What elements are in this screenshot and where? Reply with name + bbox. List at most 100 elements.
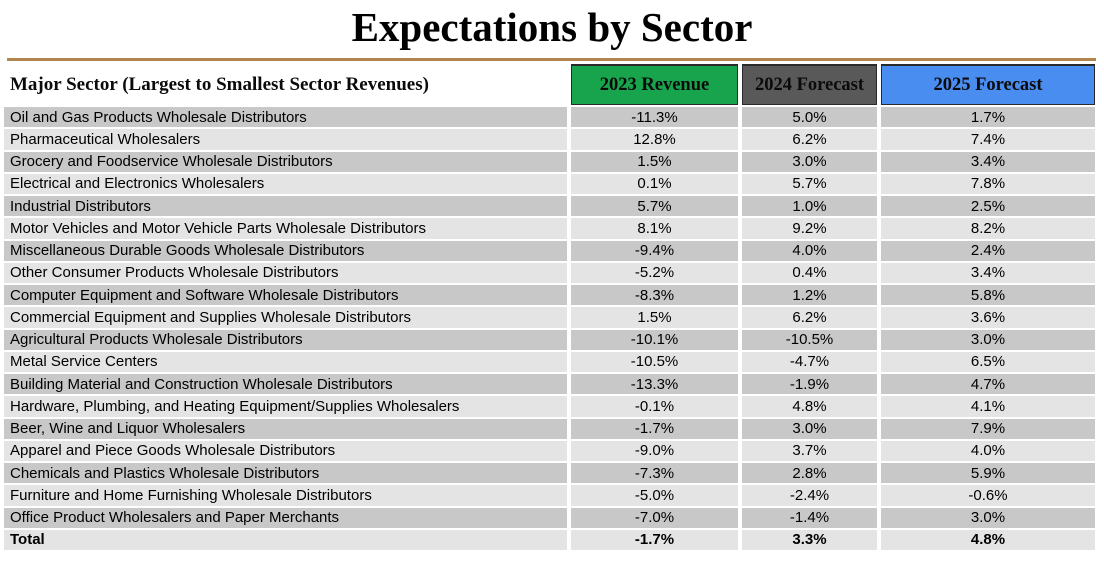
- value-cell: 5.7%: [571, 196, 738, 217]
- value-cell: -0.1%: [571, 396, 738, 417]
- value-cell: 1.7%: [881, 107, 1095, 128]
- table-row: Furniture and Home Furnishing Wholesale …: [0, 485, 1104, 507]
- table-row: Electrical and Electronics Wholesalers 0.…: [0, 173, 1104, 196]
- table-row: Chemicals and Plastics Wholesale Distrib…: [0, 463, 1104, 485]
- value-cell: 7.9%: [881, 418, 1095, 439]
- value-cell: -10.5%: [742, 329, 877, 350]
- value-cell: 12.8%: [571, 129, 738, 150]
- sector-cell: Furniture and Home Furnishing Wholesale …: [4, 485, 567, 506]
- value-cell: 6.2%: [742, 307, 877, 328]
- table-row: Other Consumer Products Wholesale Distri…: [0, 262, 1104, 285]
- table-row: Miscellaneous Durable Goods Wholesale Di…: [0, 240, 1104, 263]
- value-cell: 3.7%: [742, 440, 877, 462]
- value-cell: 5.9%: [881, 463, 1095, 484]
- value-cell: -1.9%: [742, 374, 877, 395]
- sector-cell: Pharmaceutical Wholesalers: [4, 129, 567, 150]
- sector-cell: Building Material and Construction Whole…: [4, 374, 567, 395]
- table-row: Hardware, Plumbing, and Heating Equipmen…: [0, 396, 1104, 418]
- value-cell: 4.0%: [742, 240, 877, 261]
- value-cell: -2.4%: [742, 485, 877, 506]
- table-row: Computer Equipment and Software Wholesal…: [0, 285, 1104, 307]
- value-cell: -7.3%: [571, 463, 738, 484]
- sector-cell: Office Product Wholesalers and Paper Mer…: [4, 507, 567, 528]
- value-cell: 0.4%: [742, 262, 877, 284]
- column-header-2025-forecast: 2025 Forecast: [881, 64, 1095, 105]
- table-header-row: Major Sector (Largest to Smallest Sector…: [0, 64, 1104, 105]
- total-label: Total: [4, 529, 567, 551]
- sector-cell: Computer Equipment and Software Wholesal…: [4, 285, 567, 306]
- value-cell: -0.6%: [881, 485, 1095, 506]
- table-row: Grocery and Foodservice Wholesale Distri…: [0, 151, 1104, 174]
- value-cell: 1.5%: [571, 307, 738, 328]
- value-cell: 3.4%: [881, 151, 1095, 172]
- value-cell: 6.2%: [742, 129, 877, 150]
- value-cell: -5.2%: [571, 262, 738, 284]
- value-cell: 6.5%: [881, 351, 1095, 373]
- value-cell: -9.4%: [571, 240, 738, 261]
- value-cell: 8.2%: [881, 218, 1095, 239]
- sector-column-header: Major Sector (Largest to Smallest Sector…: [4, 64, 567, 105]
- table-row: Oil and Gas Products Wholesale Distribut…: [0, 107, 1104, 129]
- value-cell: -10.1%: [571, 329, 738, 350]
- table-row: Pharmaceutical Wholesalers 12.8% 6.2% 7.4%: [0, 129, 1104, 151]
- sector-cell: Motor Vehicles and Motor Vehicle Parts W…: [4, 218, 567, 239]
- table-row: Agricultural Products Wholesale Distribu…: [0, 329, 1104, 352]
- value-cell: -10.5%: [571, 351, 738, 373]
- sector-cell: Commercial Equipment and Supplies Wholes…: [4, 307, 567, 328]
- value-cell: -1.7%: [571, 529, 738, 551]
- sector-cell: Metal Service Centers: [4, 351, 567, 373]
- sector-cell: Beer, Wine and Liquor Wholesalers: [4, 418, 567, 439]
- value-cell: 2.8%: [742, 463, 877, 484]
- sector-cell: Chemicals and Plastics Wholesale Distrib…: [4, 463, 567, 484]
- value-cell: -13.3%: [571, 374, 738, 395]
- sector-cell: Electrical and Electronics Wholesalers: [4, 173, 567, 195]
- table-row: Metal Service Centers -10.5% -4.7% 6.5%: [0, 351, 1104, 374]
- value-cell: 5.0%: [742, 107, 877, 128]
- table-row: Office Product Wholesalers and Paper Mer…: [0, 507, 1104, 530]
- value-cell: -11.3%: [571, 107, 738, 128]
- value-cell: 3.0%: [742, 151, 877, 172]
- sector-cell: Apparel and Piece Goods Wholesale Distri…: [4, 440, 567, 462]
- table-row: Commercial Equipment and Supplies Wholes…: [0, 307, 1104, 329]
- value-cell: 3.3%: [742, 529, 877, 551]
- value-cell: 7.4%: [881, 129, 1095, 150]
- value-cell: 3.0%: [881, 507, 1095, 528]
- value-cell: 9.2%: [742, 218, 877, 239]
- column-header-2024-forecast: 2024 Forecast: [742, 64, 877, 105]
- value-cell: 2.5%: [881, 196, 1095, 217]
- title-rule: [7, 58, 1096, 61]
- value-cell: 4.7%: [881, 374, 1095, 395]
- table-row: Beer, Wine and Liquor Wholesalers -1.7% 3.…: [0, 418, 1104, 441]
- value-cell: 0.1%: [571, 173, 738, 195]
- value-cell: -8.3%: [571, 285, 738, 306]
- sector-cell: Grocery and Foodservice Wholesale Distri…: [4, 151, 567, 172]
- value-cell: 1.5%: [571, 151, 738, 172]
- value-cell: 3.6%: [881, 307, 1095, 328]
- sector-cell: Other Consumer Products Wholesale Distri…: [4, 262, 567, 284]
- value-cell: 5.7%: [742, 173, 877, 195]
- table-row: Building Material and Construction Whole…: [0, 374, 1104, 396]
- value-cell: 2.4%: [881, 240, 1095, 261]
- value-cell: 4.0%: [881, 440, 1095, 462]
- value-cell: -7.0%: [571, 507, 738, 528]
- sector-cell: Oil and Gas Products Wholesale Distribut…: [4, 107, 567, 128]
- value-cell: -5.0%: [571, 485, 738, 506]
- table-body: Oil and Gas Products Wholesale Distribut…: [0, 107, 1104, 552]
- value-cell: 5.8%: [881, 285, 1095, 306]
- sector-cell: Miscellaneous Durable Goods Wholesale Di…: [4, 240, 567, 261]
- value-cell: -4.7%: [742, 351, 877, 373]
- value-cell: 4.1%: [881, 396, 1095, 417]
- value-cell: 7.8%: [881, 173, 1095, 195]
- value-cell: 3.0%: [881, 329, 1095, 350]
- table-row: Apparel and Piece Goods Wholesale Distri…: [0, 440, 1104, 463]
- sector-cell: Hardware, Plumbing, and Heating Equipmen…: [4, 396, 567, 417]
- data-table: Major Sector (Largest to Smallest Sector…: [0, 64, 1104, 552]
- value-cell: -1.7%: [571, 418, 738, 439]
- sector-cell: Agricultural Products Wholesale Distribu…: [4, 329, 567, 350]
- slide: Expectations by Sector Major Sector (Lar…: [0, 4, 1104, 552]
- value-cell: 4.8%: [881, 529, 1095, 551]
- value-cell: 1.2%: [742, 285, 877, 306]
- value-cell: -9.0%: [571, 440, 738, 462]
- value-cell: 4.8%: [742, 396, 877, 417]
- table-row: Motor Vehicles and Motor Vehicle Parts W…: [0, 218, 1104, 240]
